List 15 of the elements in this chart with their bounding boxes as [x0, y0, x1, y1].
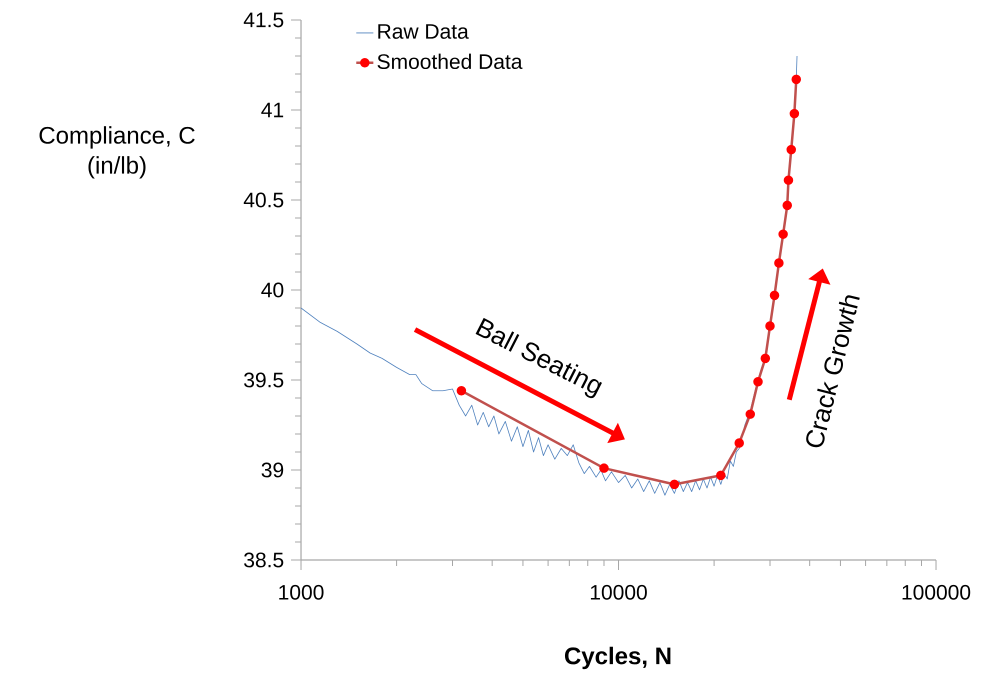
annotation: Crack Growth — [806, 295, 860, 448]
x-tick-label: 1000 — [279, 584, 324, 600]
x-tick-label: 100000 — [902, 584, 970, 600]
x-tick-label: 10000 — [590, 584, 647, 600]
y-axis-title: Compliance, C (in/lb) — [40, 126, 195, 179]
y-tick-label: 40.5 — [244, 192, 284, 208]
y-tick-label: 41.5 — [244, 12, 284, 28]
y-tick-label: 40 — [261, 282, 284, 298]
x-axis-title: Cycles, N — [564, 646, 670, 670]
legend-label: Smoothed Data — [378, 54, 522, 70]
legend-label: Raw Data — [378, 24, 469, 39]
y-tick-label: 38.5 — [244, 552, 284, 568]
y-tick-label: 39.5 — [244, 372, 284, 388]
y-tick-label: 39 — [262, 462, 284, 478]
y-tick-label: 41 — [261, 102, 284, 118]
